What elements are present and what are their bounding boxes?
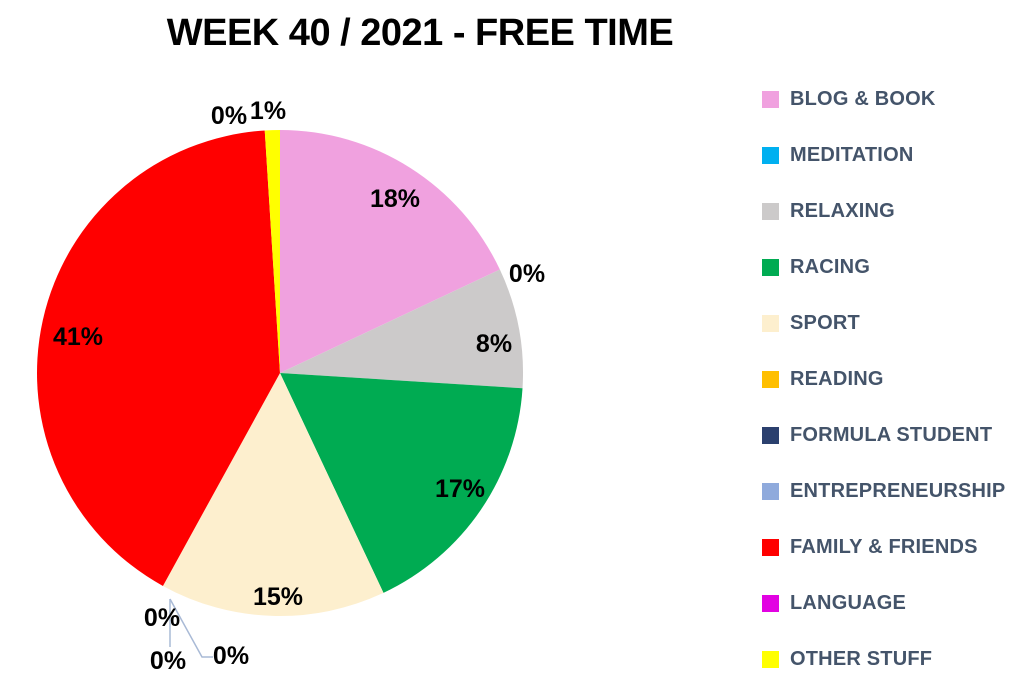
data-label-entrepreneurship: 0% (213, 642, 249, 670)
pie-slice-racing (280, 373, 523, 593)
legend-swatch-reading (762, 370, 779, 388)
legend-item-family-friends: FAMILY & FRIENDS (762, 535, 1005, 558)
legend-label-meditation: MEDITATION (790, 143, 914, 166)
legend-item-formula-student: FORMULA STUDENT (762, 423, 1005, 446)
data-label-sport: 15% (253, 583, 303, 611)
legend-swatch-sport (762, 314, 779, 332)
data-label-meditation: 0% (509, 260, 545, 288)
legend-label-blog-book: BLOG & BOOK (790, 87, 936, 110)
legend-label-relaxing: RELAXING (790, 199, 895, 222)
legend-label-entrepreneurship: ENTREPRENEURSHIP (790, 479, 1006, 502)
data-label-reading: 0% (144, 604, 180, 632)
data-label-relaxing: 8% (476, 330, 512, 358)
data-label-blog-book: 18% (370, 185, 420, 213)
pie-slice-relaxing (280, 269, 523, 389)
legend-label-language: LANGUAGE (790, 591, 907, 614)
legend-item-meditation: MEDITATION (762, 143, 1005, 166)
data-label-family-friends: 41% (53, 323, 103, 351)
legend-label-formula-student: FORMULA STUDENT (790, 423, 993, 446)
legend-swatch-language (762, 594, 779, 612)
legend-swatch-formula-student (762, 426, 779, 444)
legend: BLOG & BOOK MEDITATION RELAXING RACING SPORT… (762, 87, 1006, 670)
pie-slice-blog-book (280, 130, 500, 373)
legend-item-blog-book: BLOG & BOOK (762, 87, 1005, 110)
data-label-language: 0% (211, 102, 247, 130)
legend-swatch-meditation (762, 146, 779, 164)
legend-label-reading: READING (790, 367, 884, 390)
legend-label-sport: SPORT (790, 311, 860, 334)
chart-title: WEEK 40 / 2021 - FREE TIME (166, 12, 674, 54)
pie-slice-other-stuff (264, 130, 280, 373)
legend-swatch-other-stuff (762, 650, 779, 668)
legend-item-language: LANGUAGE (762, 591, 1005, 614)
legend-swatch-racing (762, 258, 779, 276)
legend-label-racing: RACING (790, 255, 871, 278)
data-label-other-stuff: 1% (250, 97, 286, 125)
legend-item-entrepreneurship: ENTREPRENEURSHIP (762, 479, 1006, 502)
legend-item-relaxing: RELAXING (762, 199, 1005, 222)
legend-swatch-family-friends (762, 538, 779, 556)
legend-swatch-relaxing (762, 202, 779, 220)
legend-label-other-stuff: OTHER STUFF (790, 647, 933, 670)
data-label-formula-student: 0% (150, 647, 186, 675)
legend-swatch-entrepreneurship (762, 482, 779, 500)
legend-item-sport: SPORT (762, 311, 1005, 334)
legend-swatch-blog-book (762, 90, 779, 108)
data-label-racing: 17% (435, 475, 485, 503)
leader-line (169, 598, 213, 658)
pie-slice-sport (162, 373, 384, 616)
legend-item-racing: RACING (762, 255, 1005, 278)
legend-item-other-stuff: OTHER STUFF (762, 647, 1005, 670)
pie-slice-family-friends (37, 130, 280, 586)
legend-label-family-friends: FAMILY & FRIENDS (790, 535, 978, 558)
legend-item-reading: READING (762, 367, 1005, 390)
